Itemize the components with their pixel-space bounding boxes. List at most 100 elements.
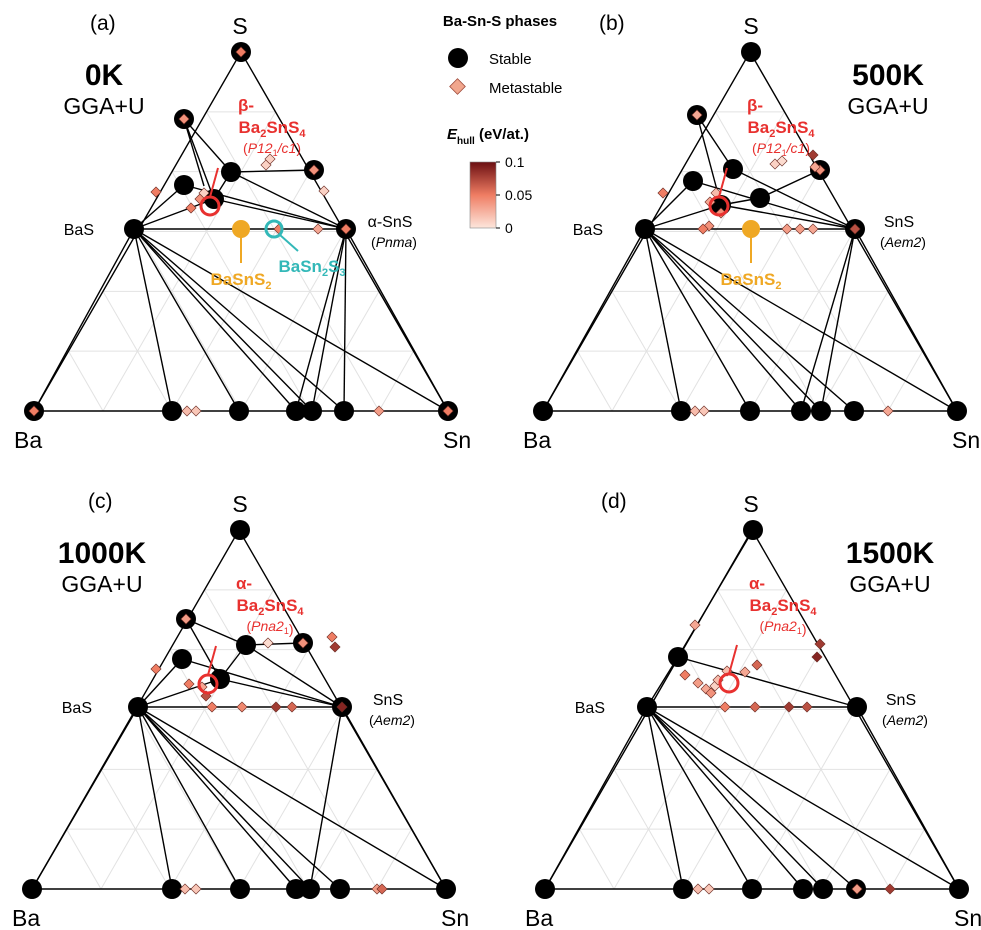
metastable-phase-point [705, 687, 717, 699]
metastable-phase-point [206, 701, 218, 713]
tie-line [33, 228, 135, 412]
metastable-phase-point [751, 659, 763, 671]
metastable-phase-point [781, 223, 793, 235]
stable-phase-point [229, 401, 249, 421]
tie-line [644, 228, 802, 412]
tie-line [644, 228, 751, 412]
sns-label: SnS [884, 214, 914, 231]
tie-line [644, 228, 822, 412]
vertex-label-sn: Sn [952, 427, 980, 453]
stable-phase-point [230, 879, 250, 899]
bas-label: BaS [62, 700, 92, 717]
temperature-label: 0K [85, 59, 124, 92]
metastable-phase-point [329, 641, 341, 653]
tie-line [133, 228, 173, 412]
metastable-phase-point [801, 701, 813, 713]
tie-line [133, 184, 185, 230]
stable-phase-point [742, 879, 762, 899]
ba2sns4-polymorph-label: β- [238, 96, 254, 115]
stable-phase-point [668, 647, 688, 667]
tie-line [133, 228, 449, 412]
metastable-phase-point [180, 613, 192, 625]
method-label: GGA+U [847, 93, 928, 119]
metastable-phase-point [814, 638, 826, 650]
vertex-label-ba: Ba [525, 905, 553, 930]
metastable-phase-point [270, 701, 282, 713]
colorbar-title: Ehull (eV/at.) [447, 126, 529, 147]
stable-phase-point [286, 401, 306, 421]
stable-phase-point [813, 879, 833, 899]
metastable-phase-point [183, 678, 195, 690]
stable-phase-point [671, 401, 691, 421]
stable-phase-point [302, 401, 322, 421]
temperature-label: 1000K [58, 537, 147, 570]
stable-phase-point [793, 879, 813, 899]
sns-label: SnS [373, 692, 403, 709]
tie-line [213, 198, 347, 230]
basns2-label: BaSnS2 [211, 270, 272, 292]
tie-line [181, 658, 343, 708]
metastable-phase-point [692, 883, 704, 895]
tie-line [295, 228, 347, 412]
colorbar-tick-mid: 0.05 [505, 187, 532, 203]
stable-phase-point [300, 879, 320, 899]
tie-line [133, 228, 345, 412]
tie-line [309, 706, 343, 890]
tie-line [183, 118, 215, 200]
stable-phase-point [535, 879, 555, 899]
metastable-phase-point [882, 405, 894, 417]
method-label: GGA+U [63, 93, 144, 119]
tie-line [183, 118, 232, 173]
vertex-label-s: S [743, 13, 758, 39]
vertex-label-sn: Sn [954, 905, 981, 930]
metastable-phase-point [326, 631, 338, 643]
metastable-marker-icon [449, 78, 466, 95]
basn2s3-label: BaSn2S3 [278, 257, 345, 279]
metastable-phase-point [442, 405, 454, 417]
vertex-label-ba: Ba [12, 905, 40, 930]
tie-line [31, 706, 139, 890]
metastable-phase-point [794, 223, 806, 235]
metastable-phase-point [689, 405, 701, 417]
bas-label: BaS [575, 700, 605, 717]
stable-phase-point [22, 879, 42, 899]
basns2-point [232, 220, 250, 238]
bas-label: BaS [64, 222, 94, 239]
stable-phase-point [286, 879, 306, 899]
metastable-phase-point [181, 405, 193, 417]
ba2sns4-formula-label: Ba2SnS4 [747, 118, 815, 140]
metastable-phase-point [318, 185, 330, 197]
method-label: GGA+U [849, 571, 930, 597]
legend-stable-label: Stable [489, 51, 532, 68]
vertex-label-s: S [743, 491, 758, 517]
metastable-phase-point [851, 883, 863, 895]
tie-line [137, 706, 311, 890]
stable-phase-point [334, 401, 354, 421]
metastable-phase-point [297, 637, 309, 649]
stable-phase-point [723, 159, 743, 179]
metastable-phase-point [703, 883, 715, 895]
ba2sns4-polymorph-label: α- [236, 574, 252, 593]
metastable-phase-point [739, 666, 751, 678]
metastable-phase-point [811, 651, 823, 663]
sns-spacegroup-label: (Pnma) [371, 234, 417, 250]
tie-line [185, 618, 247, 646]
panel-letter: (c) [88, 490, 113, 513]
colorbar [469, 161, 497, 229]
tie-line [646, 706, 804, 890]
tie-line [311, 228, 347, 412]
ba2sns4-spacegroup-label: (Pna21) [759, 618, 806, 637]
stable-phase-point [162, 879, 182, 899]
tie-line [646, 706, 684, 890]
tie-line [854, 228, 958, 412]
vertex-label-sn: Sn [441, 905, 469, 930]
ba2sns4-formula-label: Ba2SnS4 [236, 596, 304, 618]
metastable-phase-point [691, 109, 703, 121]
tie-line [644, 204, 722, 230]
metastable-phase-point [236, 701, 248, 713]
tie-line [692, 180, 856, 230]
ba2sns4-polymorph-label: α- [749, 574, 765, 593]
